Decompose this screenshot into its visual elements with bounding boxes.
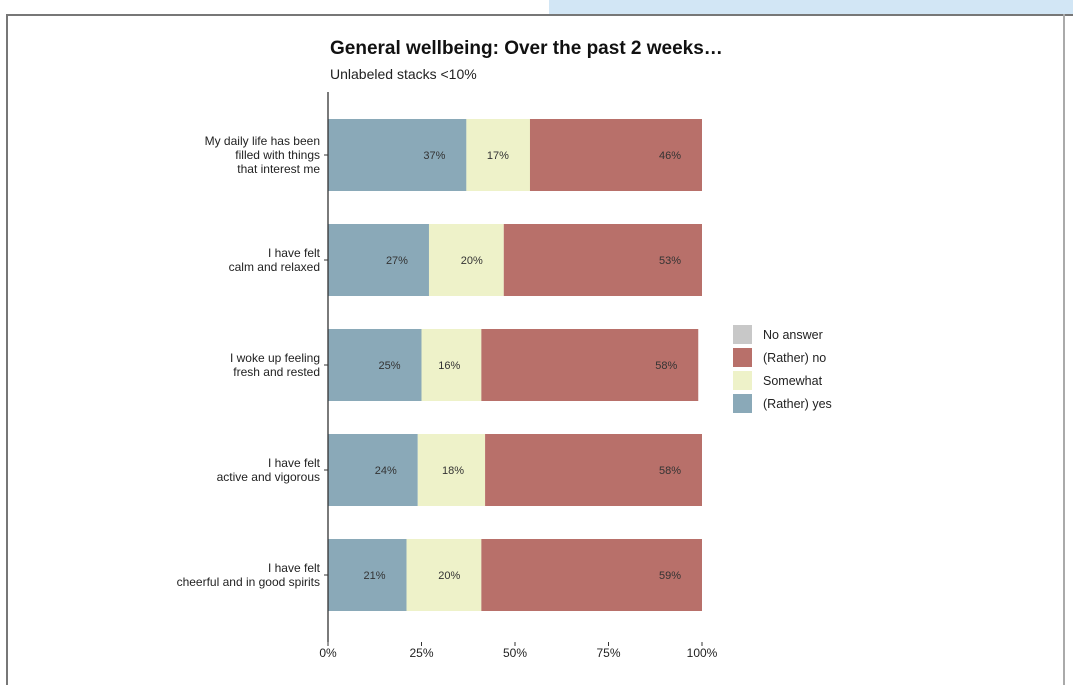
x-tick-label: 50%	[503, 646, 527, 660]
category-label: I have felt active and vigorous	[217, 456, 321, 484]
segment-value-label: 16%	[438, 360, 460, 372]
legend-swatch	[733, 394, 752, 413]
bar-segment	[328, 224, 429, 296]
bar-segment	[417, 434, 486, 506]
segment-value-label: 21%	[364, 570, 386, 582]
legend-label: (Rather) yes	[763, 397, 832, 411]
segment-value-label: 59%	[659, 570, 681, 582]
bar-segment	[328, 434, 418, 506]
legend-swatch	[733, 348, 752, 367]
legend-label: (Rather) no	[763, 351, 826, 365]
segment-value-label: 53%	[659, 255, 681, 267]
bar-segment	[529, 119, 702, 191]
segment-value-label: 20%	[461, 255, 483, 267]
segment-value-label: 27%	[386, 255, 408, 267]
chart-subtitle: Unlabeled stacks <10%	[330, 66, 477, 82]
category-label: My daily life has been filled with things…	[205, 134, 321, 176]
bars-layer: 37% 17% 46% 27% 20% 53% 25% 16% 58% 24% 18% 58% 21% 2…	[328, 119, 702, 611]
x-tick-label: 25%	[409, 646, 433, 660]
bar-segment	[428, 224, 504, 296]
segment-value-label: 20%	[438, 570, 460, 582]
x-tick-label: 0%	[319, 646, 337, 660]
frame-right-edge	[1063, 14, 1065, 685]
legend: No answer (Rather) no Somewhat (Rather) yes	[733, 325, 832, 413]
bar-segment	[466, 119, 530, 191]
legend-label: No answer	[763, 328, 823, 342]
segment-value-label: 18%	[442, 465, 464, 477]
chart-title: General wellbeing: Over the past 2 weeks…	[330, 38, 723, 59]
x-axis: 0% 25% 50% 75% 100%	[319, 92, 718, 660]
segment-value-label: 25%	[378, 360, 400, 372]
category-label: I woke up feeling fresh and rested	[230, 351, 320, 379]
bar-segment	[421, 329, 482, 401]
bar-segment	[406, 539, 482, 611]
segment-value-label: 46%	[659, 150, 681, 162]
bar-segment	[328, 119, 467, 191]
legend-label: Somewhat	[763, 374, 823, 388]
segment-value-label: 24%	[375, 465, 397, 477]
legend-swatch	[733, 371, 752, 390]
bar-segment	[481, 539, 702, 611]
segment-value-label: 58%	[655, 360, 677, 372]
legend-swatch	[733, 325, 752, 344]
segment-value-label: 17%	[487, 150, 509, 162]
bar-segment	[481, 329, 699, 401]
category-label: I have felt calm and relaxed	[229, 246, 321, 274]
x-tick-label: 75%	[596, 646, 620, 660]
x-tick-label: 100%	[687, 646, 718, 660]
category-labels: My daily life has been filled with things…	[177, 134, 328, 589]
top-highlight-strip	[549, 0, 1073, 14]
segment-value-label: 37%	[423, 150, 445, 162]
bar-segment	[503, 224, 702, 296]
segment-value-label: 58%	[659, 465, 681, 477]
bar-segment	[328, 329, 422, 401]
bar-segment	[485, 434, 702, 506]
category-label: I have felt cheerful and in good spirits	[177, 561, 321, 589]
bar-segment	[328, 539, 407, 611]
